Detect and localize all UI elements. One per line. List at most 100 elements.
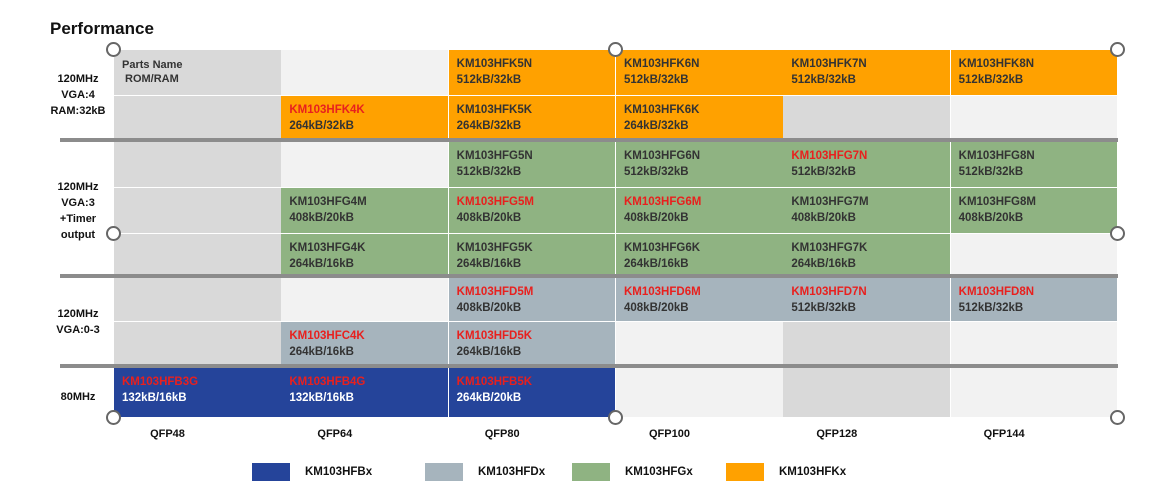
part-memory: 132kB/16kB [289, 392, 354, 404]
empty-cell [783, 322, 952, 368]
part-memory: 408kB/20kB [289, 212, 354, 224]
empty-cell [281, 278, 450, 322]
row-group-label: 120MHz VGA:3 +Timer output [42, 179, 114, 243]
part-memory: 408kB/20kB [623, 212, 689, 224]
selection-handle[interactable] [106, 226, 121, 241]
group-separator [60, 138, 1118, 142]
empty-cell [615, 322, 784, 368]
empty-cell [114, 278, 282, 322]
group-separator [60, 274, 1118, 278]
part-name: KM103HFG7K [791, 242, 868, 254]
part-cell-km103hfg4k: KM103HFG4K 264kB/16kB [281, 234, 450, 278]
part-cell-km103hfk5k: KM103HFK5K 264kB/32kB [448, 96, 617, 142]
part-memory: 512kB/32kB [623, 74, 689, 86]
part-cell-km103hfg7k: KM103HFG7K 264kB/16kB [783, 234, 952, 278]
empty-cell [281, 142, 450, 188]
column-label-qfp64: QFP64 [317, 428, 353, 440]
column-label-qfp100: QFP100 [649, 428, 690, 440]
empty-cell [950, 234, 1119, 278]
part-memory: 264kB/20kB [456, 392, 522, 404]
part-name: KM103HFG7N [791, 150, 868, 162]
part-cell-km103hfg5k: KM103HFG5K 264kB/16kB [448, 234, 617, 278]
part-memory: 512kB/32kB [791, 74, 856, 86]
part-name: KM103HFK6N [623, 58, 700, 70]
empty-cell [114, 188, 282, 234]
part-cell-km103hfb4g: KM103HFB4G 132kB/16kB [281, 368, 450, 418]
empty-cell [281, 50, 450, 96]
part-name: KM103HFG7M [791, 196, 869, 208]
part-memory: 408kB/20kB [456, 302, 522, 314]
selection-handle[interactable] [608, 410, 623, 425]
legend-swatch-km103hfgx [572, 463, 610, 481]
part-cell-km103hfk8n: KM103HFK8N 512kB/32kB [950, 50, 1119, 96]
part-name: KM103HFG6M [623, 196, 702, 208]
selection-handle[interactable] [1110, 410, 1125, 425]
selection-handle[interactable] [1110, 226, 1125, 241]
header-cell: Parts Name ROM/RAM [114, 50, 282, 96]
part-name: KM103HFK6K [623, 104, 700, 116]
row-group-line: VGA:4 [61, 89, 95, 101]
part-name: KM103HFK8N [958, 58, 1035, 70]
column-label-qfp80: QFP80 [484, 428, 520, 440]
part-name: KM103HFD5K [456, 330, 533, 342]
part-cell-km103hfd5m: KM103HFD5M 408kB/20kB [448, 278, 617, 322]
row-group-line: +Timer [59, 213, 97, 225]
part-name: KM103HFB4G [289, 376, 366, 388]
part-name: KM103HFB5K [456, 376, 533, 388]
part-name: KM103HFG4M [289, 196, 367, 208]
part-name: KM103HFK5K [456, 104, 533, 116]
part-cell-km103hfk5n: KM103HFK5N 512kB/32kB [448, 50, 617, 96]
legend-label: KM103HFBx [305, 466, 373, 478]
column-label-qfp128: QFP128 [816, 428, 858, 440]
selection-handle[interactable] [106, 42, 121, 57]
part-memory: 132kB/16kB [122, 392, 187, 404]
empty-cell [783, 368, 952, 418]
column-label-qfp144: QFP144 [983, 428, 1025, 440]
performance-grid: Parts Name ROM/RAM KM103HFK5N 512kB/32kB KM1… [114, 50, 1119, 418]
row-group-line: 120MHz [57, 73, 99, 85]
part-memory: 264kB/16kB [289, 258, 354, 270]
part-name: KM103HFG8M [958, 196, 1036, 208]
part-name: KM103HFG6N [623, 150, 701, 162]
part-name: KM103HFG4K [289, 242, 366, 254]
part-memory: 512kB/32kB [791, 166, 856, 178]
header-parts-name: Parts Name [122, 59, 183, 71]
legend-label: KM103HFKx [779, 466, 847, 478]
part-name: KM103HFD8N [958, 286, 1035, 298]
group-separator [60, 364, 1118, 368]
row-group-label: 120MHz VGA:4 RAM:32kB [42, 71, 114, 119]
selection-handle[interactable] [106, 410, 121, 425]
part-memory: 512kB/32kB [958, 166, 1024, 178]
legend-swatch-km103hfdx [425, 463, 463, 481]
legend-swatch-km103hfbx [252, 463, 290, 481]
part-cell-km103hfg8m: KM103HFG8M 408kB/20kB [950, 188, 1119, 234]
legend-label: KM103HFGx [625, 466, 693, 478]
selection-handle[interactable] [1110, 42, 1125, 57]
empty-cell [950, 322, 1119, 368]
row-group-line: RAM:32kB [50, 105, 106, 117]
row-group-label: 80MHz [42, 389, 114, 405]
part-memory: 512kB/32kB [456, 74, 522, 86]
part-name: KM103HFD5M [456, 286, 534, 298]
part-cell-km103hfb5k: KM103HFB5K 264kB/20kB [448, 368, 617, 418]
part-memory: 408kB/20kB [958, 212, 1024, 224]
part-cell-km103hfk7n: KM103HFK7N 512kB/32kB [783, 50, 952, 96]
part-memory: 408kB/20kB [791, 212, 856, 224]
selection-handle[interactable] [608, 42, 623, 57]
part-name: KM103HFD6M [623, 286, 701, 298]
part-name: KM103HFK7N [791, 58, 867, 70]
part-memory: 264kB/16kB [623, 258, 689, 270]
part-cell-km103hfg6m: KM103HFG6M 408kB/20kB [615, 188, 784, 234]
part-name: KM103HFG5M [456, 196, 534, 208]
empty-cell [114, 234, 282, 278]
legend-label: KM103HFDx [478, 466, 546, 478]
part-memory: 264kB/32kB [289, 120, 354, 132]
part-memory: 264kB/16kB [791, 258, 856, 270]
legend-swatch-km103hfkx [726, 463, 764, 481]
part-memory: 512kB/32kB [958, 74, 1024, 86]
page-title: Performance [50, 19, 154, 38]
part-cell-km103hfg5n: KM103HFG5N 512kB/32kB [448, 142, 617, 188]
part-memory: 512kB/32kB [958, 302, 1024, 314]
empty-cell [114, 322, 282, 368]
part-cell-km103hfd6m: KM103HFD6M 408kB/20kB [615, 278, 784, 322]
